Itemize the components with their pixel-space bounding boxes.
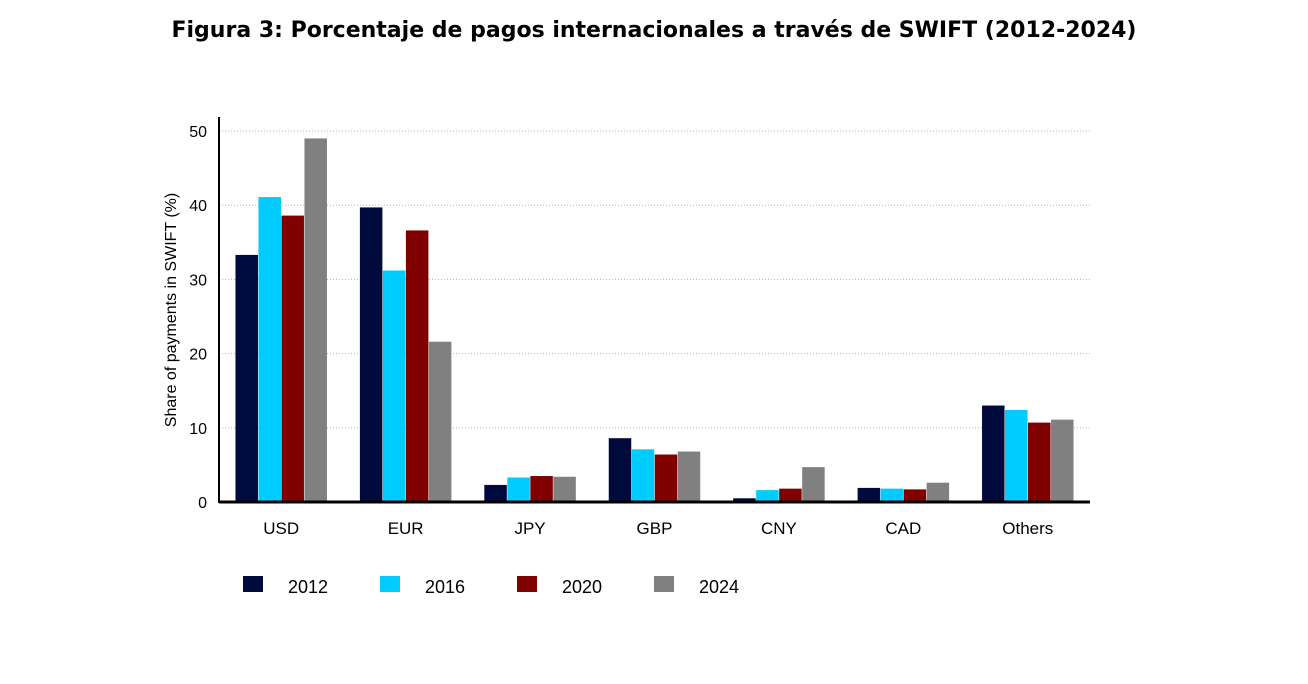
bar-usd-2020 xyxy=(281,215,304,502)
bar-others-2016 xyxy=(1005,409,1028,502)
y-tick-labels: 0 10 20 30 40 50 xyxy=(189,124,207,512)
bar-gbp-2012 xyxy=(608,438,632,502)
bar-cad-2012 xyxy=(857,487,881,502)
bar-jpy-2012 xyxy=(484,484,507,502)
bar-others-2024 xyxy=(1051,419,1074,502)
x-tick-label: Others xyxy=(1002,519,1053,538)
bar-cny-2016 xyxy=(756,490,779,502)
legend-swatch-2012 xyxy=(243,576,263,592)
bar-eur-2016 xyxy=(382,270,406,502)
bar-jpy-2024 xyxy=(553,476,576,502)
bar-eur-2024 xyxy=(428,341,452,502)
bar-usd-2024 xyxy=(304,138,327,503)
bar-jpy-2020 xyxy=(530,476,553,502)
legend-swatch-2020 xyxy=(517,576,537,592)
y-tick-label: 0 xyxy=(198,495,207,512)
x-tick-label: USD xyxy=(263,519,299,538)
legend-label: 2012 xyxy=(288,577,328,597)
y-tick-label: 50 xyxy=(189,124,207,141)
legend: 2012 2016 2020 2024 xyxy=(243,576,739,597)
bar-cad-2020 xyxy=(903,489,927,502)
bar-eur-2020 xyxy=(405,230,429,503)
x-tick-labels: USD EUR JPY GBP CNY CAD Others xyxy=(263,519,1053,538)
y-axis-label: Share of payments in SWIFT (%) xyxy=(163,193,180,427)
bar-cad-2016 xyxy=(880,488,904,502)
x-tick-label: CAD xyxy=(885,519,921,538)
y-tick-label: 10 xyxy=(189,421,207,438)
x-tick-label: GBP xyxy=(637,519,673,538)
y-tick-label: 20 xyxy=(189,347,207,364)
bar-cad-2024 xyxy=(926,482,950,502)
bar-cny-2012 xyxy=(733,498,756,502)
bar-others-2020 xyxy=(1028,422,1051,502)
bar-cny-2020 xyxy=(779,488,802,502)
bar-gbp-2024 xyxy=(677,451,701,502)
axes xyxy=(218,117,1090,504)
bar-usd-2012 xyxy=(235,254,258,502)
y-tick-label: 30 xyxy=(189,272,207,289)
x-tick-label: EUR xyxy=(388,519,424,538)
legend-swatch-2016 xyxy=(380,576,400,592)
bar-gbp-2016 xyxy=(631,449,655,502)
y-tick-label: 40 xyxy=(189,198,207,215)
legend-swatch-2024 xyxy=(654,576,674,592)
bar-jpy-2016 xyxy=(507,477,530,502)
bar-cny-2024 xyxy=(802,467,825,502)
legend-label: 2020 xyxy=(562,577,602,597)
bars xyxy=(235,138,1074,503)
bar-usd-2016 xyxy=(258,197,281,502)
bar-gbp-2020 xyxy=(654,454,678,502)
chart-title: Figura 3: Porcentaje de pagos internacio… xyxy=(171,18,1137,43)
bar-others-2012 xyxy=(982,405,1005,502)
legend-label: 2024 xyxy=(699,577,739,597)
legend-label: 2016 xyxy=(425,577,465,597)
gridlines xyxy=(219,130,1090,429)
x-tick-label: CNY xyxy=(761,519,797,538)
bar-eur-2012 xyxy=(359,207,383,502)
x-tick-label: JPY xyxy=(514,519,545,538)
